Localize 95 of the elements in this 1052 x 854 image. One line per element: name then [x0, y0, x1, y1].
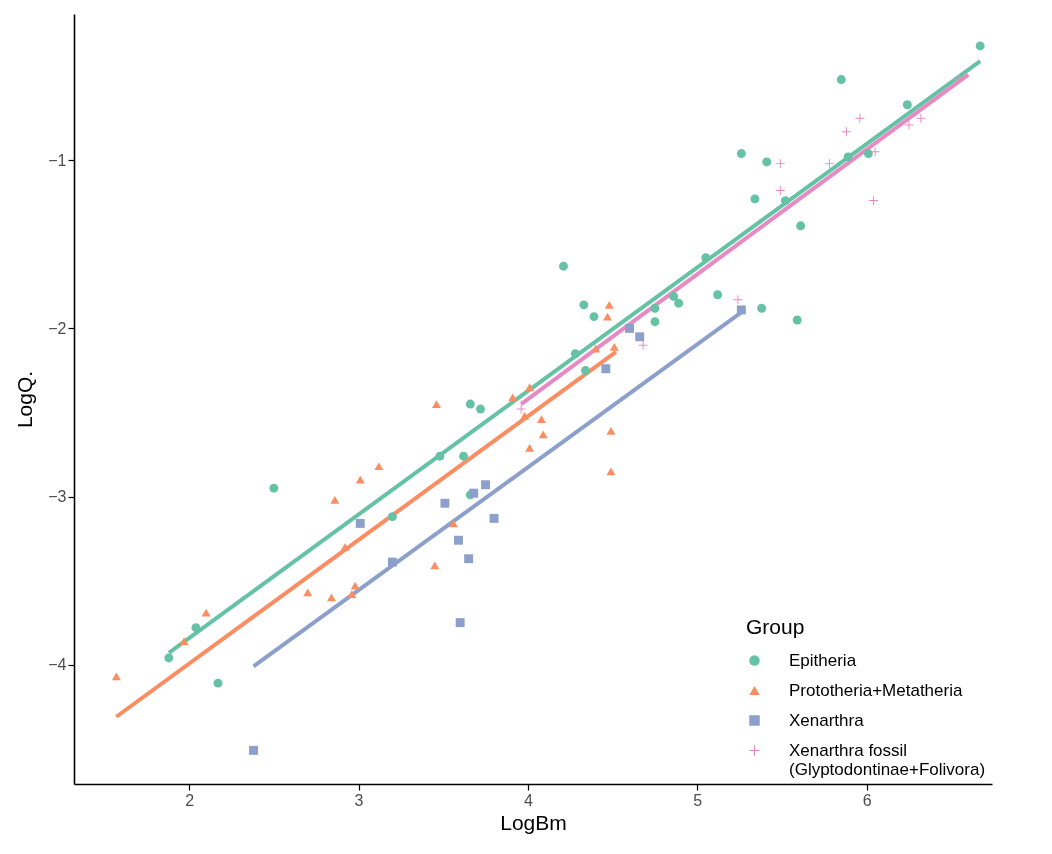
point — [430, 561, 440, 570]
point — [604, 300, 614, 309]
point — [213, 678, 223, 688]
point — [975, 41, 985, 51]
point — [454, 535, 463, 545]
point — [525, 383, 535, 392]
point — [775, 186, 785, 195]
point — [431, 400, 441, 408]
point — [638, 340, 648, 350]
point — [440, 498, 450, 508]
point — [179, 637, 189, 645]
point — [538, 430, 548, 439]
point — [650, 303, 660, 313]
point — [355, 475, 365, 484]
point — [508, 393, 518, 402]
point — [340, 543, 350, 551]
point — [916, 113, 926, 123]
point — [609, 343, 619, 351]
legend-label: Xenarthra — [789, 710, 865, 730]
point — [870, 147, 880, 157]
point — [606, 427, 616, 435]
x-tick-label: 2 — [185, 791, 195, 809]
point — [537, 415, 546, 424]
point — [750, 194, 760, 204]
point — [435, 451, 445, 461]
point — [733, 295, 743, 305]
x-tick-label: 5 — [693, 791, 703, 809]
point — [674, 298, 684, 308]
point — [464, 554, 474, 564]
point — [269, 483, 279, 493]
point — [559, 261, 568, 271]
point — [191, 623, 201, 633]
point — [792, 315, 802, 325]
point — [635, 332, 645, 342]
point — [625, 323, 635, 333]
point — [650, 317, 660, 327]
point — [570, 349, 580, 359]
point — [581, 365, 590, 375]
point — [374, 462, 384, 471]
point — [469, 488, 479, 498]
y-tick-label: −4 — [48, 656, 67, 674]
point — [606, 467, 616, 476]
point — [757, 303, 767, 313]
legend-label: Xenarthra fossil (Glyptodontinae+Folivora) — [789, 740, 986, 779]
point — [111, 672, 121, 681]
point — [836, 75, 846, 85]
point — [762, 157, 772, 167]
point — [579, 300, 589, 310]
point — [902, 100, 912, 110]
point — [355, 518, 365, 528]
point — [465, 399, 475, 409]
point — [701, 253, 711, 263]
point — [476, 404, 485, 414]
point — [520, 411, 529, 420]
x-tick-label: 4 — [523, 791, 533, 809]
point — [455, 618, 465, 628]
point — [796, 221, 806, 231]
point — [589, 312, 599, 322]
point — [347, 590, 357, 598]
point — [516, 404, 526, 414]
point — [736, 305, 746, 315]
point — [713, 290, 723, 300]
point — [330, 496, 340, 504]
point — [489, 513, 499, 523]
point — [868, 196, 878, 206]
point — [387, 557, 397, 567]
point — [669, 291, 679, 301]
point — [448, 519, 458, 528]
point — [775, 159, 785, 169]
x-axis-title: LogBm — [500, 810, 567, 834]
point — [326, 593, 336, 602]
point — [843, 152, 853, 162]
point — [459, 451, 469, 461]
x-tick-label: 3 — [354, 791, 364, 809]
point — [855, 113, 865, 123]
legend-label: Prototheria+Metatheria — [789, 680, 963, 700]
y-axis-title: LogQ. — [13, 370, 37, 429]
point — [164, 653, 174, 663]
point — [863, 149, 873, 158]
y-tick-label: −2 — [48, 319, 67, 337]
point — [525, 443, 535, 452]
x-tick-label: 6 — [862, 791, 872, 809]
point — [736, 149, 746, 158]
point — [249, 745, 259, 755]
point — [303, 588, 313, 597]
y-tick-label: −3 — [48, 488, 67, 506]
point — [824, 159, 834, 169]
legend-label: Epitheria — [789, 650, 857, 670]
point — [387, 512, 397, 522]
y-tick-label: −1 — [48, 151, 67, 169]
point — [601, 364, 611, 374]
point — [841, 127, 851, 137]
point — [780, 196, 790, 206]
legend-title: Group — [746, 615, 805, 638]
point — [481, 480, 491, 490]
